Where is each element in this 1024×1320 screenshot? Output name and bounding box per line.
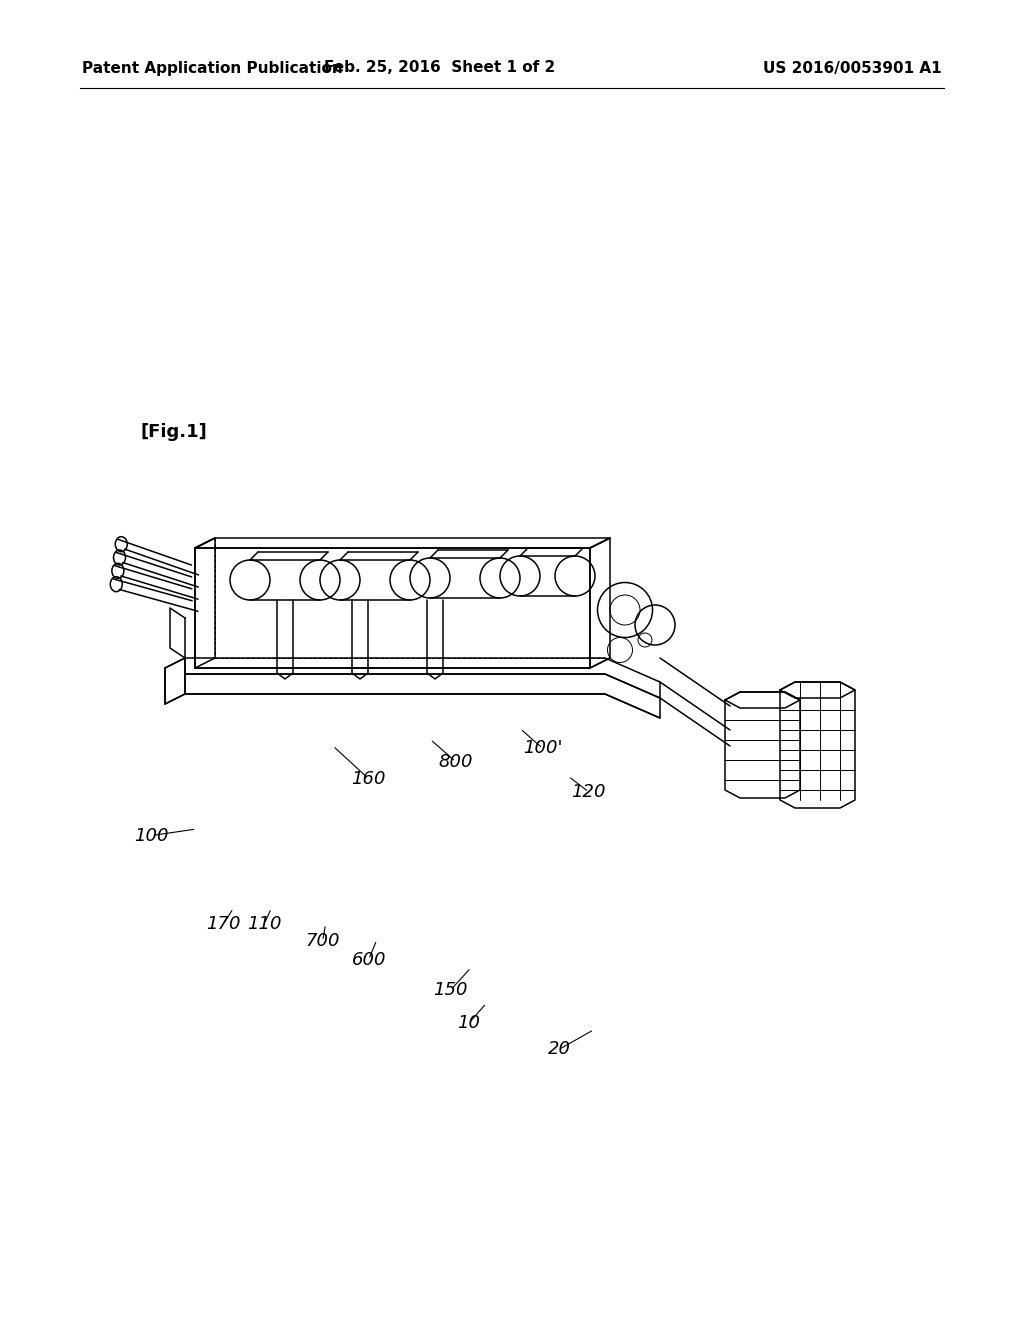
Text: Patent Application Publication: Patent Application Publication	[82, 61, 343, 75]
Text: 110: 110	[247, 915, 282, 933]
Text: 120: 120	[571, 783, 606, 801]
Text: 100': 100'	[523, 739, 562, 758]
Text: 10: 10	[458, 1014, 480, 1032]
Text: 160: 160	[351, 770, 386, 788]
Text: 100: 100	[134, 826, 169, 845]
Text: Feb. 25, 2016  Sheet 1 of 2: Feb. 25, 2016 Sheet 1 of 2	[325, 61, 556, 75]
Text: 800: 800	[438, 752, 473, 771]
Text: 170: 170	[206, 915, 241, 933]
Text: US 2016/0053901 A1: US 2016/0053901 A1	[763, 61, 942, 75]
Text: 20: 20	[548, 1040, 570, 1059]
Text: 150: 150	[433, 981, 468, 999]
Text: 700: 700	[305, 932, 340, 950]
Text: 600: 600	[351, 950, 386, 969]
Text: [Fig.1]: [Fig.1]	[140, 422, 207, 441]
